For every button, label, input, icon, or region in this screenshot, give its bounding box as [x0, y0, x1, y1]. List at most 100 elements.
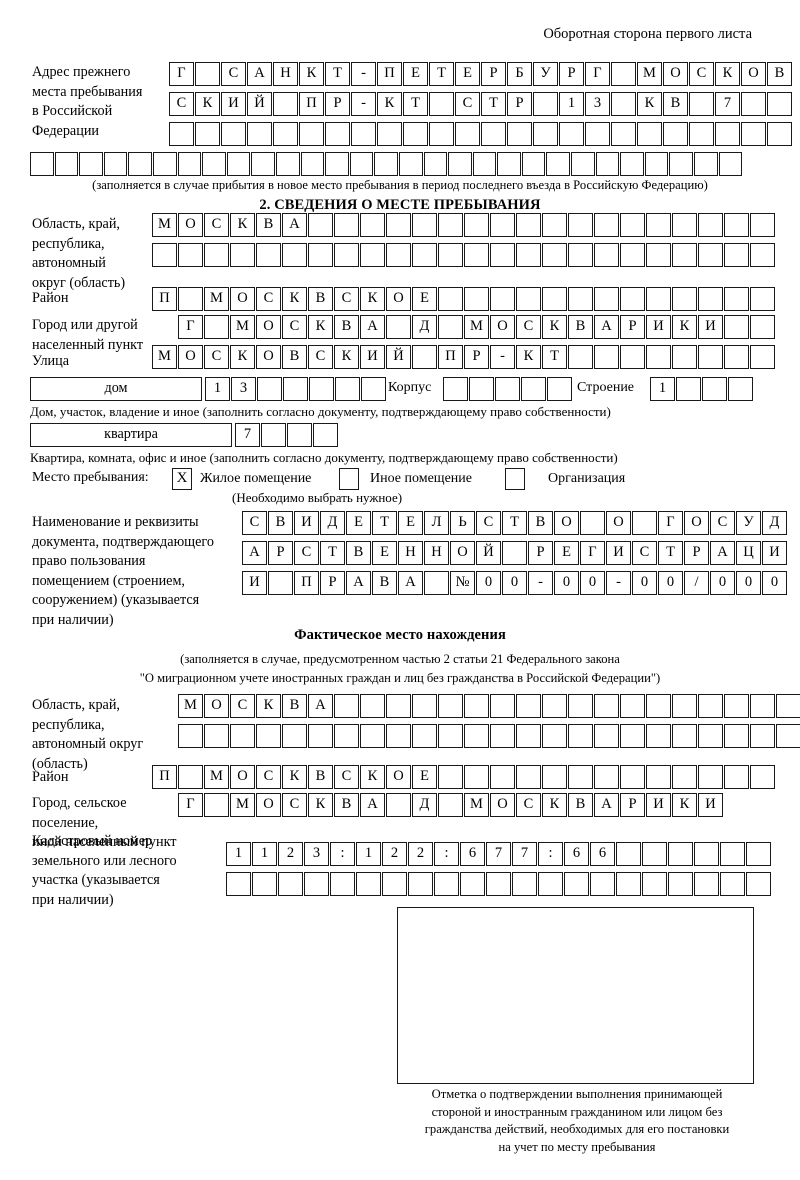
char-cell[interactable] — [724, 765, 749, 789]
char-cell[interactable] — [247, 122, 272, 146]
char-cell[interactable] — [620, 345, 645, 369]
previous-address-row-3[interactable] — [169, 122, 793, 146]
ownership-document-row-3[interactable]: И П Р А В А № 0 0-0 0-0 0/0 0 0 — [242, 571, 788, 595]
char-cell[interactable]: 7 — [715, 92, 740, 116]
korpus-boxes[interactable] — [443, 377, 573, 401]
char-cell[interactable] — [177, 152, 202, 176]
char-cell[interactable]: У — [736, 511, 761, 535]
char-cell[interactable]: С — [632, 541, 657, 565]
checkbox-residential[interactable]: X — [172, 468, 192, 490]
char-cell[interactable] — [226, 152, 251, 176]
char-cell[interactable]: А — [247, 62, 272, 86]
char-cell[interactable]: Н — [424, 541, 449, 565]
char-cell[interactable]: Г — [178, 315, 203, 339]
char-cell[interactable] — [464, 694, 489, 718]
char-cell[interactable]: О — [490, 315, 515, 339]
char-cell[interactable]: С — [204, 213, 229, 237]
char-cell[interactable] — [594, 694, 619, 718]
char-cell[interactable]: Т — [502, 511, 527, 535]
char-cell[interactable]: 1 — [650, 377, 675, 401]
char-cell[interactable] — [438, 793, 463, 817]
char-cell[interactable] — [646, 724, 671, 748]
char-cell[interactable] — [746, 872, 771, 896]
char-cell[interactable] — [620, 694, 645, 718]
char-cell[interactable] — [672, 213, 697, 237]
char-cell[interactable]: К — [195, 92, 220, 116]
char-cell[interactable]: О — [663, 62, 688, 86]
char-cell[interactable]: О — [450, 541, 475, 565]
char-cell[interactable] — [568, 765, 593, 789]
char-cell[interactable] — [542, 694, 567, 718]
char-cell[interactable] — [438, 315, 463, 339]
char-cell[interactable] — [521, 377, 546, 401]
char-cell[interactable]: 0 — [632, 571, 657, 595]
char-cell[interactable] — [646, 694, 671, 718]
char-cell[interactable] — [195, 122, 220, 146]
char-cell[interactable] — [767, 92, 792, 116]
char-cell[interactable]: 7 — [235, 423, 260, 447]
char-cell[interactable]: А — [594, 315, 619, 339]
char-cell[interactable]: М — [230, 315, 255, 339]
char-cell[interactable] — [178, 765, 203, 789]
char-cell[interactable]: Т — [372, 511, 397, 535]
char-cell[interactable] — [594, 765, 619, 789]
previous-address-row-4[interactable] — [30, 152, 743, 176]
char-cell[interactable]: К — [230, 345, 255, 369]
char-cell[interactable] — [230, 243, 255, 267]
char-cell[interactable]: 0 — [502, 571, 527, 595]
char-cell[interactable] — [386, 243, 411, 267]
char-cell[interactable]: П — [299, 92, 324, 116]
char-cell[interactable] — [668, 842, 693, 866]
char-cell[interactable] — [620, 213, 645, 237]
char-cell[interactable] — [361, 377, 386, 401]
char-cell[interactable]: И — [646, 793, 671, 817]
char-cell[interactable] — [287, 423, 312, 447]
char-cell[interactable]: К — [672, 793, 697, 817]
char-cell[interactable]: В — [767, 62, 792, 86]
char-cell[interactable] — [334, 243, 359, 267]
char-cell[interactable]: Р — [684, 541, 709, 565]
char-cell[interactable] — [221, 122, 246, 146]
char-cell[interactable]: Г — [585, 62, 610, 86]
char-cell[interactable] — [516, 287, 541, 311]
char-cell[interactable]: В — [346, 541, 371, 565]
char-cell[interactable]: Е — [372, 541, 397, 565]
char-cell[interactable] — [546, 152, 571, 176]
char-cell[interactable]: Д — [412, 315, 437, 339]
char-cell[interactable] — [412, 213, 437, 237]
char-cell[interactable] — [486, 872, 511, 896]
char-cell[interactable]: И — [242, 571, 267, 595]
char-cell[interactable] — [698, 694, 723, 718]
char-cell[interactable]: 2 — [278, 842, 303, 866]
char-cell[interactable] — [669, 152, 694, 176]
char-cell[interactable]: К — [230, 213, 255, 237]
char-cell[interactable]: Ц — [736, 541, 761, 565]
char-cell[interactable] — [334, 213, 359, 237]
char-cell[interactable] — [490, 213, 515, 237]
char-cell[interactable]: С — [294, 541, 319, 565]
char-cell[interactable] — [698, 345, 723, 369]
char-cell[interactable] — [268, 571, 293, 595]
char-cell[interactable] — [230, 724, 255, 748]
char-cell[interactable]: К — [637, 92, 662, 116]
char-cell[interactable]: 0 — [580, 571, 605, 595]
char-cell[interactable]: П — [377, 62, 402, 86]
char-cell[interactable] — [595, 152, 620, 176]
char-cell[interactable]: Т — [542, 345, 567, 369]
char-cell[interactable] — [178, 287, 203, 311]
char-cell[interactable]: - — [351, 92, 376, 116]
char-cell[interactable] — [672, 765, 697, 789]
char-cell[interactable] — [412, 724, 437, 748]
char-cell[interactable] — [547, 377, 572, 401]
char-cell[interactable] — [382, 872, 407, 896]
char-cell[interactable] — [594, 287, 619, 311]
char-cell[interactable] — [300, 152, 325, 176]
char-cell[interactable]: О — [490, 793, 515, 817]
char-cell[interactable]: О — [741, 62, 766, 86]
char-cell[interactable]: Й — [247, 92, 272, 116]
char-cell[interactable]: С — [230, 694, 255, 718]
char-cell[interactable]: О — [230, 287, 255, 311]
char-cell[interactable] — [256, 724, 281, 748]
